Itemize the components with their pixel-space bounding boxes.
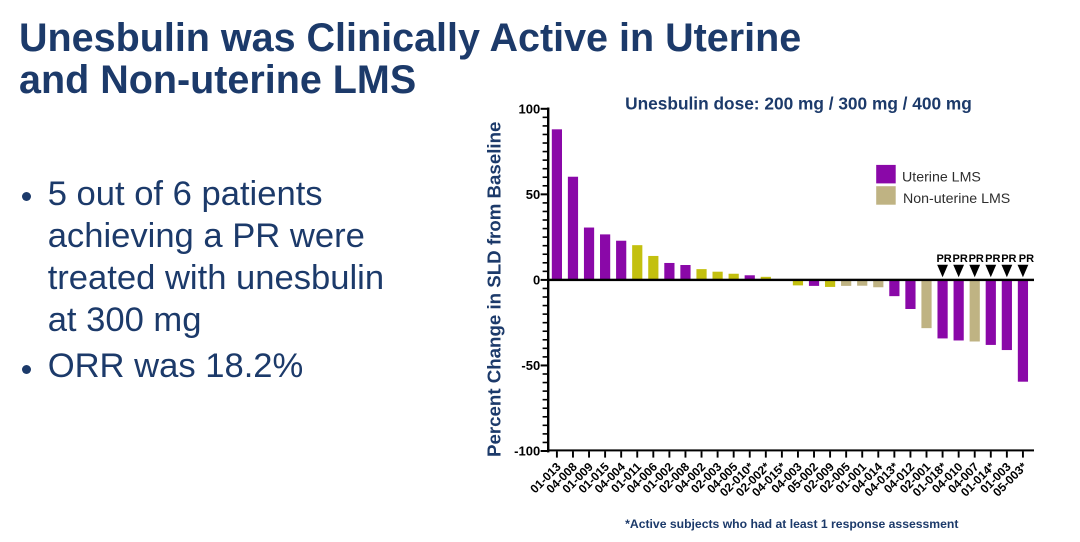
- svg-text:Uterine LMS: Uterine LMS: [902, 170, 981, 186]
- svg-text:*Active subjects who had at le: *Active subjects who had at least 1 resp…: [625, 517, 958, 531]
- svg-text:0: 0: [533, 273, 540, 288]
- svg-text:PR: PR: [1001, 253, 1016, 265]
- svg-text:PR: PR: [985, 253, 1000, 265]
- svg-text:PR: PR: [969, 253, 984, 265]
- svg-text:Non-uterine LMS: Non-uterine LMS: [903, 191, 1010, 207]
- svg-text:100: 100: [518, 101, 540, 116]
- svg-text:PR: PR: [953, 253, 968, 265]
- svg-text:-100: -100: [514, 444, 540, 459]
- svg-text:-50: -50: [521, 358, 540, 373]
- svg-text:50: 50: [526, 187, 540, 202]
- svg-text:PR: PR: [1019, 253, 1034, 265]
- svg-text:PR: PR: [936, 253, 951, 265]
- svg-text:Unesbulin dose: 200 mg / 300 m: Unesbulin dose: 200 mg / 300 mg / 400 mg: [625, 93, 972, 113]
- svg-text:Percent Change in SLD from Bas: Percent Change in SLD from Baseline: [484, 122, 505, 457]
